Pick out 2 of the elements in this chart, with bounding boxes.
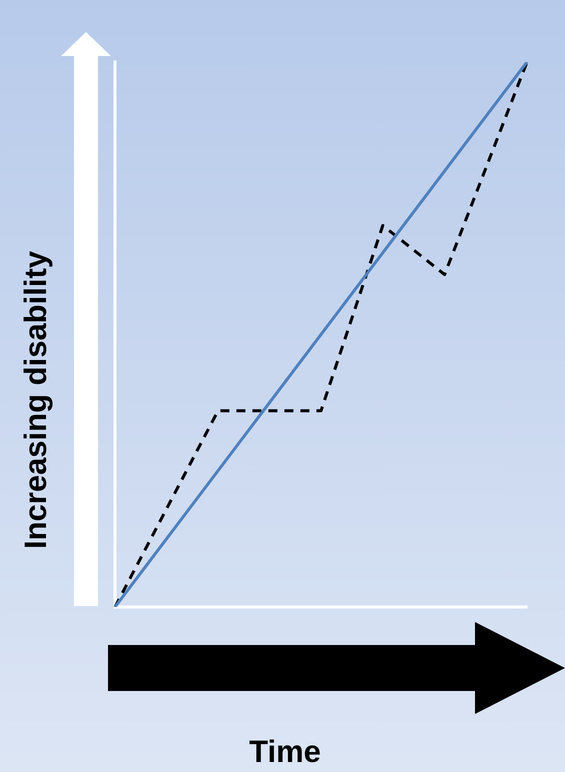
x-axis-title: Time [249, 734, 321, 770]
y-axis-title: Increasing disability [18, 250, 54, 550]
